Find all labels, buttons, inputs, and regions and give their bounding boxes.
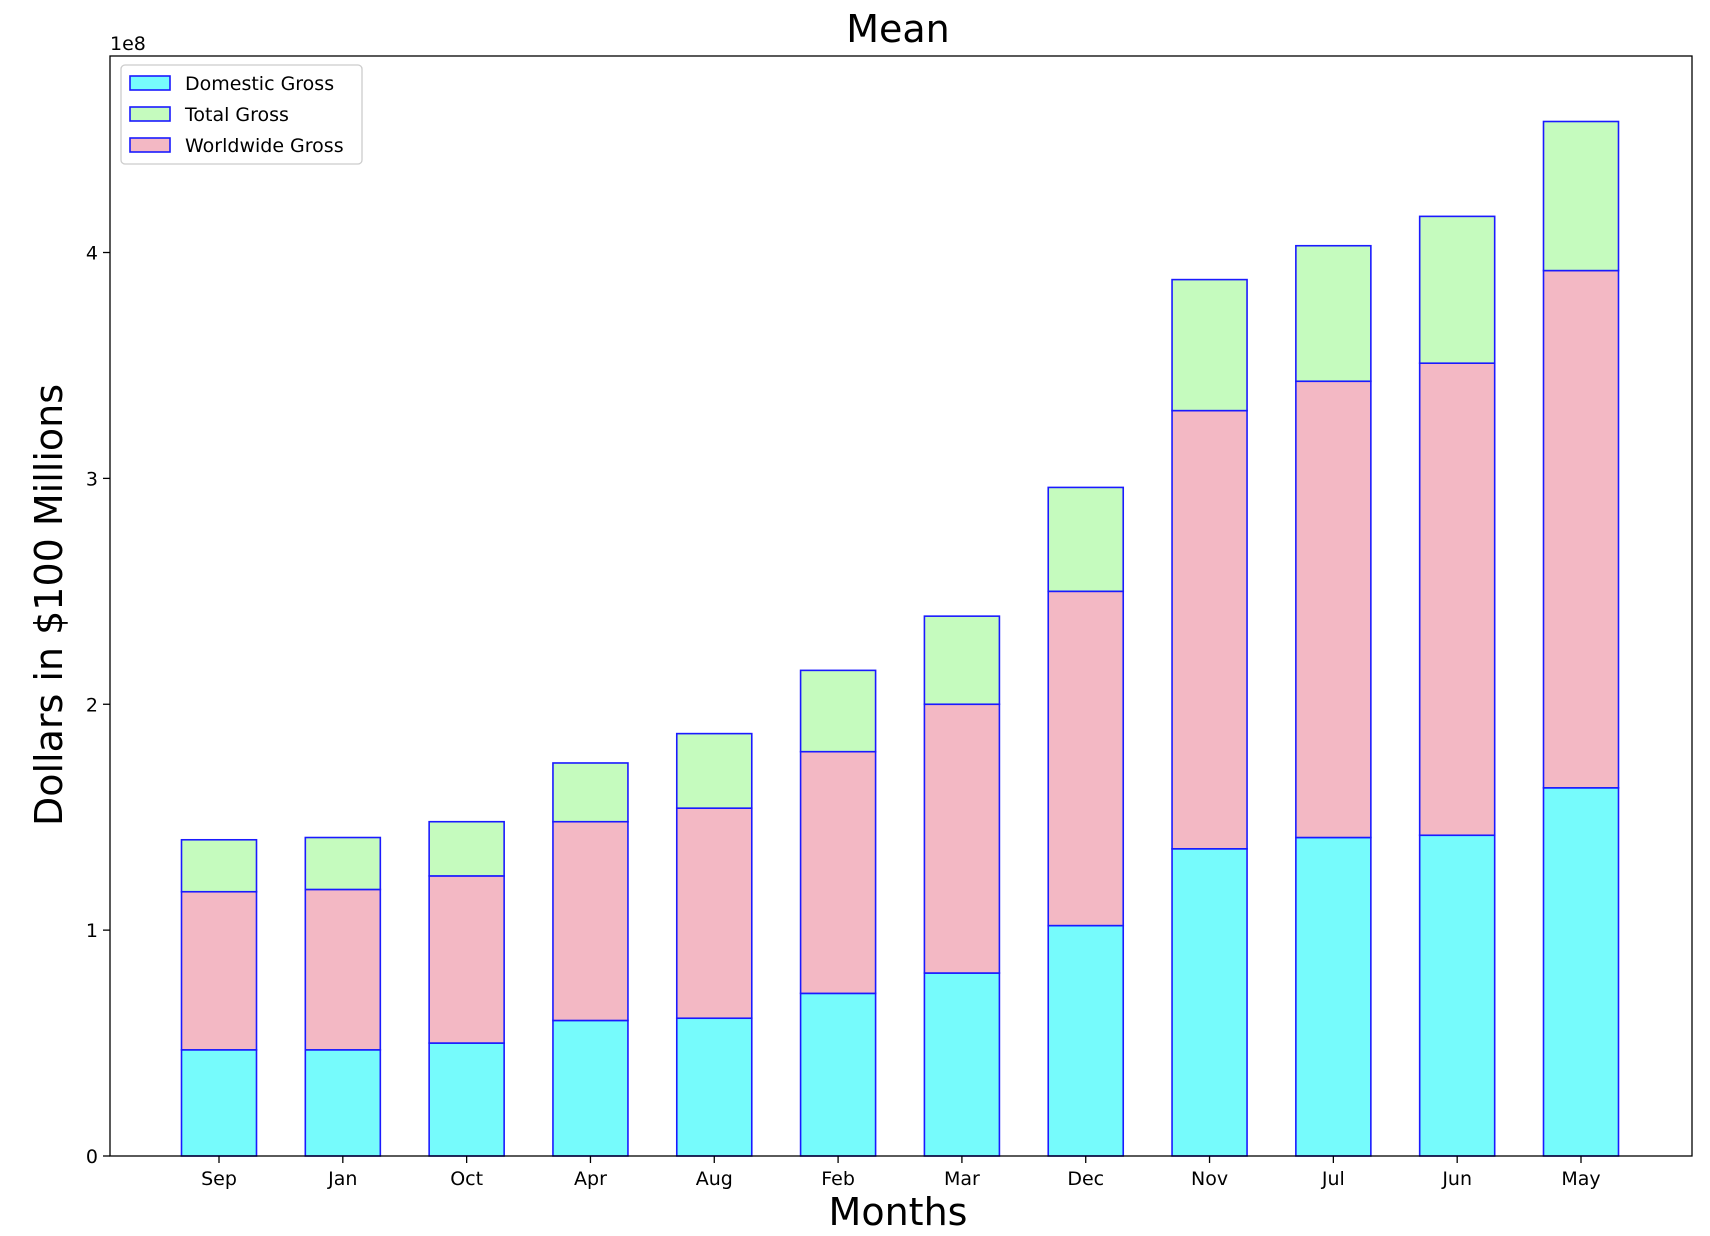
plot-frame [109,55,1693,1157]
x-tick-label: Aug [696,1168,733,1190]
x-tick-label: Sep [201,1168,237,1190]
bar-domestic-gross-nov [1171,848,1248,1157]
bar-total-gross-feb [799,669,877,753]
bar-worldwide-gross-jun [1418,362,1496,837]
x-tick-label: Nov [1191,1168,1228,1190]
bar-domestic-gross-jun [1418,834,1496,1157]
bar-worldwide-gross-aug [675,807,753,1020]
bar-total-gross-jun [1418,215,1496,364]
bar-total-gross-apr [552,762,629,823]
bar-total-gross-nov [1171,278,1248,412]
bar-worldwide-gross-oct [428,875,505,1044]
bar-worldwide-gross-jan [304,888,382,1051]
bar-domestic-gross-mar [923,972,1001,1157]
bars-group [180,120,1620,1157]
bar-total-gross-aug [675,732,753,809]
bar-domestic-gross-aug [675,1017,753,1157]
legend-label-total-gross: Total Gross [184,104,289,126]
bar-total-gross-sep [180,838,258,893]
bar-domestic-gross-feb [799,992,877,1157]
bar-domestic-gross-apr [552,1019,629,1157]
bar-total-gross-jan [304,836,382,891]
bar-domestic-gross-jul [1295,836,1372,1157]
bar-worldwide-gross-apr [552,820,629,1022]
legend-frame [120,64,363,165]
y-tick-label: 4 [86,243,98,265]
bar-domestic-gross-oct [428,1042,505,1157]
bar-worldwide-gross-sep [180,890,258,1051]
legend: Domestic Gross Total Gross Worldwide Gross [120,64,363,165]
x-tick-label: Oct [450,1168,483,1190]
y-axis-offset-label: 1e8 [110,33,146,55]
legend-swatch-domestic-gross [129,75,171,91]
bar-worldwide-gross-feb [799,750,877,995]
legend-label-domestic-gross: Domestic Gross [185,73,334,95]
x-tick-label: Jun [1441,1168,1472,1190]
x-tick-label: Dec [1067,1168,1104,1190]
bar-domestic-gross-jan [304,1049,382,1157]
bar-worldwide-gross-may [1542,269,1620,789]
bar-domestic-gross-dec [1047,924,1125,1157]
y-tick-label: 3 [86,468,98,490]
x-tick-label: May [1561,1168,1600,1190]
bar-worldwide-gross-mar [923,703,1001,974]
bar-total-gross-oct [428,820,505,877]
bar-worldwide-gross-nov [1171,409,1248,850]
axes-group: 0 1 2 3 4 Sep Jan Oct Apr Aug Feb Mar Dec Nov Jul Jun Ma… [86,55,1693,1190]
x-tick-label: Jul [1321,1168,1345,1190]
chart-title: Mean [846,7,950,51]
bar-total-gross-dec [1047,486,1125,593]
x-tick-label: Jan [327,1168,357,1190]
bar-worldwide-gross-dec [1047,590,1125,927]
legend-swatch-total-gross [129,106,171,122]
bar-total-gross-mar [923,615,1001,706]
bar-total-gross-may [1542,120,1620,272]
x-tick-label: Mar [944,1168,980,1190]
x-tick-label: Feb [821,1168,855,1190]
x-tick-label: Apr [574,1168,607,1190]
bar-total-gross-jul [1295,244,1372,383]
y-tick-label: 2 [86,694,98,716]
legend-swatch-worldwide-gross [129,137,171,153]
legend-label-worldwide-gross: Worldwide Gross [185,135,344,157]
x-axis-label: Months [829,1190,968,1234]
bar-domestic-gross-may [1542,787,1620,1157]
y-axis-label: Dollars in $100 Millions [27,384,71,826]
y-tick-label: 0 [86,1146,98,1168]
bar-domestic-gross-sep [180,1049,258,1157]
bar-worldwide-gross-jul [1295,380,1372,839]
y-tick-label: 1 [86,920,98,942]
